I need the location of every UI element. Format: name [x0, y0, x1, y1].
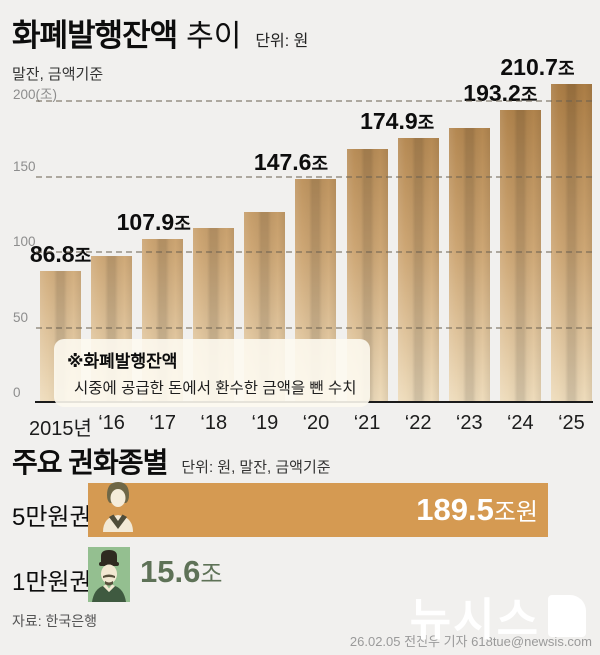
- value-10000-number: 15.6: [140, 554, 201, 589]
- value-label-20: 147.6조: [254, 149, 328, 176]
- x-axis-label-10: ‘24: [506, 412, 534, 434]
- y-tick-label-50: 50: [13, 309, 29, 325]
- x-axis-label-4: ‘18: [200, 412, 228, 434]
- y-tick-label-0: 0: [13, 385, 21, 400]
- newsis-logo: 뉴시스: [410, 583, 586, 648]
- bar-25: [550, 84, 592, 402]
- newsis-logo-text: 뉴시스: [409, 594, 540, 645]
- x-axis-label-6: ‘20: [302, 412, 330, 434]
- value-10000-won: 15.6조: [140, 554, 222, 590]
- value-suffix: 조: [417, 113, 435, 133]
- value-10000-suffix: 조: [200, 561, 223, 588]
- shin-saimdang-icon: [96, 478, 140, 537]
- gridline-50: [36, 326, 592, 329]
- label-50000-won-note: 5만원권: [12, 504, 92, 531]
- bar-slot-10: 193.2조 ‘24: [463, 80, 541, 434]
- bar-slot-11: 210.7조 ‘25: [500, 54, 592, 434]
- issuance-trend-chart: 86.8조 2015년 ‘16 107.9조 ‘17 ‘18 ‘19 147.6조 ‘20 ‘21…: [0, 54, 600, 440]
- byline-credit: 26.02.05 전진우 기자 618tue@newsis.com: [349, 634, 592, 649]
- x-axis-label-9: ‘23: [455, 412, 483, 434]
- bar-slot-9: ‘23: [448, 128, 490, 434]
- value-number: 193.2: [463, 80, 521, 106]
- gridline-200: [36, 100, 592, 102]
- label-10000-won-note: 1만원권: [12, 569, 92, 596]
- value-suffix: 조: [311, 154, 329, 174]
- value-label-2015: 86.8조: [30, 241, 91, 268]
- value-number: 174.9: [360, 108, 418, 134]
- x-axis-label-1: 2015년: [29, 418, 92, 440]
- callout-title: ※화폐발행잔액: [67, 352, 178, 371]
- x-axis-label-7: ‘21: [353, 412, 381, 434]
- value-label-24: 193.2조: [463, 80, 537, 107]
- value-number: 107.9: [116, 209, 175, 235]
- gridline-100: [36, 251, 592, 253]
- value-number: 147.6: [253, 149, 312, 175]
- definition-callout: ※화폐발행잔액 시중에 공급한 돈에서 환수한 금액을 뺀 수치: [54, 339, 370, 407]
- unit-label: 단위: 원: [255, 33, 309, 50]
- denominations-header: 주요 권화종별 단위: 원, 말잔, 금액기준: [12, 441, 331, 481]
- value-50000-suffix: 조원: [493, 499, 538, 526]
- y-tick-label-100: 100: [13, 234, 36, 249]
- value-50000-won: 189.5조원: [416, 492, 538, 528]
- y-tick-label-150: 150: [13, 158, 36, 174]
- king-sejong-icon: [88, 550, 130, 606]
- newsis-logo-mark-icon: [548, 594, 586, 637]
- gridline-150: [36, 175, 592, 178]
- bar-24: [499, 110, 541, 402]
- title-main: 화폐발행잔액: [12, 18, 178, 53]
- tile-10000-won: [88, 547, 130, 602]
- bar-50000-won: 189.5조원: [88, 482, 548, 537]
- value-label-22: 174.9조: [360, 108, 434, 135]
- bar-22: [397, 138, 439, 402]
- page-title: 화폐발행잔액 추이 단위: 원: [12, 10, 308, 55]
- value-50000-number: 189.5: [416, 492, 494, 527]
- x-axis-label-3: ‘17: [149, 412, 177, 434]
- value-suffix: 조: [520, 85, 538, 105]
- basis-label: 말잔, 금액기준: [12, 66, 104, 83]
- header: 화폐발행잔액 추이 단위: 원 말잔, 금액기준: [12, 10, 308, 84]
- value-suffix: 조: [74, 246, 92, 266]
- value-suffix: 조: [174, 214, 191, 234]
- bar-slot-8: 174.9조 ‘22: [360, 108, 439, 434]
- value-suffix: 조: [557, 59, 575, 79]
- denominations-unit-label: 단위: 원, 말잔, 금액기준: [181, 459, 331, 476]
- value-label-17: 107.9조: [117, 209, 191, 236]
- value-label-25: 210.7조: [500, 54, 574, 81]
- value-number: 210.7: [500, 54, 558, 80]
- value-number: 86.8: [29, 241, 75, 267]
- x-axis-label-5: ‘19: [251, 412, 279, 434]
- denominations-title: 주요 권화종별: [12, 447, 168, 478]
- x-axis-label-11: ‘25: [558, 412, 585, 434]
- bar-23: [448, 128, 490, 402]
- x-axis-label-8: ‘22: [404, 412, 432, 434]
- x-axis-label-2: ‘16: [98, 412, 125, 434]
- callout-body: 시중에 공급한 돈에서 환수한 금액을 뺀 수치: [74, 380, 357, 397]
- y-tick-label-200: 200(조): [13, 87, 57, 102]
- title-suffix: 추이: [186, 20, 242, 53]
- source-credit: 자료: 한국은행: [12, 613, 98, 629]
